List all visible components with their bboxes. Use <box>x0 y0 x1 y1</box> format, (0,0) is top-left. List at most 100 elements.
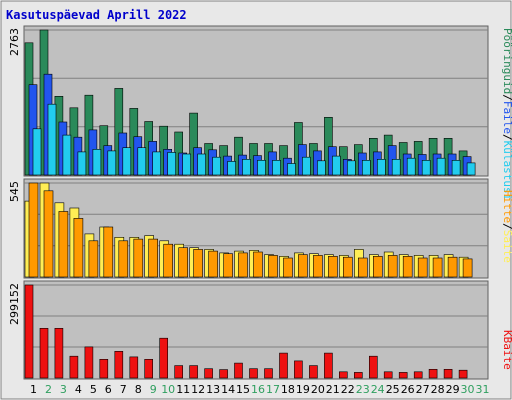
bar-kbytes-5 <box>84 346 94 379</box>
x-tick-label: 19 <box>296 383 310 396</box>
bar-sites-16 <box>253 251 263 278</box>
x-tick-label: 21 <box>326 383 340 396</box>
bar-kbytes-20 <box>309 365 318 379</box>
x-tick-label: 16 <box>251 383 265 396</box>
bar-kbytes-25 <box>383 371 393 379</box>
bar-sites-8 <box>133 238 144 278</box>
side-legend-part: Hitte <box>501 190 512 223</box>
bar-pages-10 <box>167 152 176 176</box>
bar-sites-1 <box>28 182 39 278</box>
bar-kbytes-2 <box>39 327 49 379</box>
x-tick-label: 22 <box>341 383 355 396</box>
x-tick-label: 1 <box>30 383 37 396</box>
right-legend: Pööringuid/Faile/KülastusiHitte/SaiteKBa… <box>501 28 512 370</box>
series-kbytes <box>24 284 468 379</box>
bar-sites-13 <box>208 250 218 278</box>
bar-kbytes-4 <box>69 355 79 379</box>
bar-pages-27 <box>421 160 431 176</box>
bar-pages-15 <box>242 159 251 176</box>
bar-pages-28 <box>436 157 446 176</box>
bar-kbytes-22 <box>338 371 348 379</box>
bar-pages-11 <box>182 153 191 176</box>
bar-sites-6 <box>103 226 114 278</box>
bar-pages-14 <box>227 161 236 176</box>
bar-pages-8 <box>137 147 147 176</box>
bar-sites-3 <box>58 211 69 278</box>
x-tick-label: 8 <box>135 383 142 396</box>
x-tick-label: 12 <box>191 383 205 396</box>
bar-pages-24 <box>376 159 386 176</box>
bar-pages-3 <box>62 134 72 176</box>
x-tick-label: 7 <box>120 383 127 396</box>
bar-pages-26 <box>406 157 416 176</box>
x-tick-label: 29 <box>446 383 460 396</box>
bar-kbytes-6 <box>99 358 109 379</box>
x-tick-label: 17 <box>266 383 280 396</box>
bar-sites-24 <box>372 255 383 278</box>
bar-sites-30 <box>462 258 473 278</box>
x-tick-label: 25 <box>386 383 400 396</box>
x-tick-label: 15 <box>236 383 250 396</box>
bar-kbytes-18 <box>279 352 288 379</box>
bar-sites-29 <box>447 256 458 278</box>
bar-kbytes-13 <box>204 368 213 379</box>
side-legend-label: Pööringuid/Faile/Külastusi <box>501 28 512 200</box>
bar-pages-18 <box>287 163 296 176</box>
bar-pages-20 <box>317 160 326 176</box>
panel-top: 2763 <box>8 25 489 177</box>
bar-pages-12 <box>197 153 206 176</box>
bar-pages-19 <box>302 156 311 176</box>
bar-kbytes-1 <box>24 284 34 379</box>
bar-kbytes-7 <box>114 350 124 379</box>
bar-kbytes-9 <box>144 358 153 379</box>
bar-sites-25 <box>387 255 398 278</box>
x-tick-label: 5 <box>90 383 97 396</box>
bar-pages-9 <box>152 151 161 176</box>
bar-kbytes-24 <box>368 355 378 379</box>
side-legend-part: Külastusi <box>501 141 512 201</box>
x-tick-label: 9 <box>150 383 157 396</box>
bar-pages-13 <box>212 156 221 176</box>
bar-kbytes-12 <box>189 365 198 379</box>
bar-kbytes-23 <box>353 372 363 379</box>
panels: 2763 545 299152 <box>8 25 489 380</box>
panel-bottom: 299152 <box>8 280 489 380</box>
bar-pages-30 <box>466 162 476 176</box>
x-axis-ticks: 1 2 3 4 5 6 7 8 9 10 11 12 13 14 15 16 17 18 19 20 21 22 23 24 2… <box>30 383 490 396</box>
side-legend-label: Hitte/Saite <box>501 190 512 263</box>
bar-sites-19 <box>298 254 308 278</box>
bar-sites-28 <box>432 257 443 278</box>
x-tick-label: 13 <box>206 383 220 396</box>
bar-kbytes-29 <box>443 368 453 379</box>
side-legend-part: / <box>501 94 512 101</box>
bar-sites-15 <box>238 252 248 278</box>
panel-middle: 545 <box>8 178 489 279</box>
side-legend-label: KBaite <box>501 330 512 370</box>
side-legend-part: Pööringuid <box>501 28 512 94</box>
x-tick-label: 20 <box>311 383 325 396</box>
x-tick-label: 30 <box>461 383 475 396</box>
x-tick-label: 23 <box>356 383 370 396</box>
bar-sites-7 <box>118 240 129 278</box>
bar-pages-17 <box>272 160 281 176</box>
x-tick-label: 2 <box>45 383 52 396</box>
x-tick-label: 4 <box>75 383 82 396</box>
x-tick-label: 6 <box>105 383 112 396</box>
bar-sites-2 <box>43 190 54 278</box>
panel-background <box>23 280 489 380</box>
bar-kbytes-27 <box>413 371 423 379</box>
x-tick-label: 31 <box>476 383 490 396</box>
side-legend-part: Faile <box>501 101 512 134</box>
bar-sites-14 <box>223 253 233 278</box>
bar-sites-26 <box>402 255 413 278</box>
bar-pages-2 <box>47 103 57 176</box>
bar-kbytes-16 <box>249 368 258 379</box>
bar-pages-6 <box>107 150 117 176</box>
chart-title: Kasutuspäevad Aprill 2022 <box>6 8 187 22</box>
x-tick-label: 10 <box>161 383 175 396</box>
bar-sites-12 <box>193 249 203 278</box>
y-max-label: 545 <box>8 181 21 202</box>
bar-pages-23 <box>361 160 371 176</box>
